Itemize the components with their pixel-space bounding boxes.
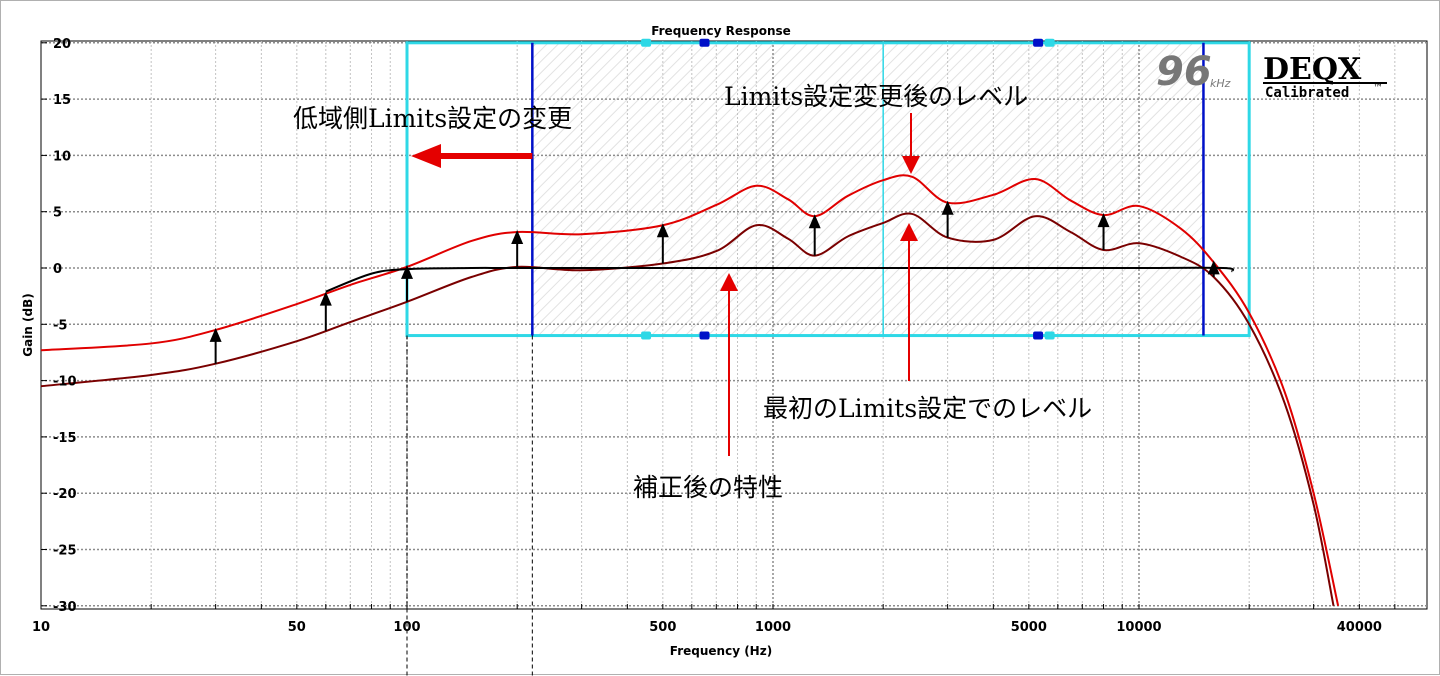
y-tick-label: -10 bbox=[53, 375, 77, 390]
y-tick-label: -30 bbox=[53, 600, 77, 615]
x-tick-label: 40000 bbox=[1337, 620, 1382, 635]
annotation-low-limit-change: 低域側Limits設定の変更 bbox=[293, 104, 572, 133]
shift-arrow-head bbox=[209, 327, 222, 342]
corrected-pointer-head bbox=[720, 273, 738, 291]
y-tick-label: -25 bbox=[53, 544, 77, 559]
shift-arrow-head bbox=[656, 223, 669, 238]
shift-arrow-head bbox=[941, 200, 954, 215]
y-tick-label: -5 bbox=[53, 318, 67, 333]
y-tick-label: -15 bbox=[53, 431, 77, 446]
x-axis-title: Frequency (Hz) bbox=[670, 644, 772, 658]
y-axis-title: Gain (dB) bbox=[21, 293, 35, 357]
after-change-pointer-head bbox=[902, 156, 920, 174]
x-ticks: 10 50 100 500 1000 5000 10000 40000 bbox=[32, 604, 1396, 635]
annotation-arrows bbox=[209, 113, 1220, 456]
hatched-region bbox=[532, 42, 1204, 336]
logo-brand: DEQX bbox=[1263, 52, 1362, 87]
limits-box-outline bbox=[405, 41, 1251, 338]
annotation-level-initial: 最初のLimits設定でのレベル bbox=[763, 394, 1092, 423]
y-tick-label: 20 bbox=[53, 37, 71, 52]
x-tick-label: 5000 bbox=[1011, 620, 1047, 635]
shift-arrow-head bbox=[1207, 260, 1220, 275]
logo-sub: Calibrated bbox=[1265, 85, 1349, 101]
y-ticks: 20 15 10 5 0 -5 -10 -15 -20 -25 -30 bbox=[41, 37, 77, 615]
deqx-logo: 96 kHz DEQX Calibrated ™ bbox=[1156, 49, 1387, 101]
annotation-corrected-response: 補正後の特性 bbox=[633, 473, 783, 502]
limit-move-arrow-head bbox=[411, 144, 441, 168]
limit-handle bbox=[641, 331, 652, 340]
shift-arrow-head bbox=[319, 291, 332, 306]
x-tick-label: 10000 bbox=[1116, 620, 1161, 635]
x-tick-label: 10 bbox=[32, 620, 50, 635]
logo-rate: 96 bbox=[1156, 49, 1212, 95]
chart-title: Frequency Response bbox=[651, 24, 791, 38]
limit-handle bbox=[1033, 331, 1044, 340]
logo-tm: ™ bbox=[1373, 83, 1383, 94]
y-tick-label: 15 bbox=[53, 93, 71, 108]
limit-handle bbox=[641, 38, 652, 47]
limit-handle bbox=[699, 331, 710, 340]
shift-arrow-head bbox=[401, 264, 413, 279]
x-tick-label: 500 bbox=[649, 620, 676, 635]
limit-handle bbox=[1044, 331, 1055, 340]
limit-handle bbox=[699, 38, 710, 47]
x-tick-label: 100 bbox=[393, 620, 420, 635]
x-tick-label: 1000 bbox=[755, 620, 791, 635]
initial-level-pointer-head bbox=[900, 223, 918, 241]
y-tick-label: 0 bbox=[53, 262, 62, 277]
series-line-1 bbox=[40, 174, 1340, 607]
shift-arrow-head bbox=[808, 214, 821, 229]
shift-arrow-head bbox=[1097, 213, 1110, 228]
x-tick-label: 50 bbox=[288, 620, 306, 635]
logo-unit: kHz bbox=[1210, 77, 1231, 90]
y-tick-label: 10 bbox=[53, 149, 71, 164]
limits-box bbox=[405, 38, 1251, 676]
hatch-fill bbox=[532, 42, 1204, 336]
annotation-texts: 低域側Limits設定の変更 Limits設定変更後のレベル 最初のLimits… bbox=[293, 82, 1092, 502]
annotation-level-after-change: Limits設定変更後のレベル bbox=[724, 82, 1028, 111]
limit-handle bbox=[1044, 38, 1055, 47]
limit-handle bbox=[1033, 38, 1044, 47]
y-tick-label: -20 bbox=[53, 487, 77, 502]
series-line-0 bbox=[40, 212, 1335, 606]
shift-arrow-head bbox=[511, 229, 524, 244]
y-tick-label: 5 bbox=[53, 206, 62, 221]
